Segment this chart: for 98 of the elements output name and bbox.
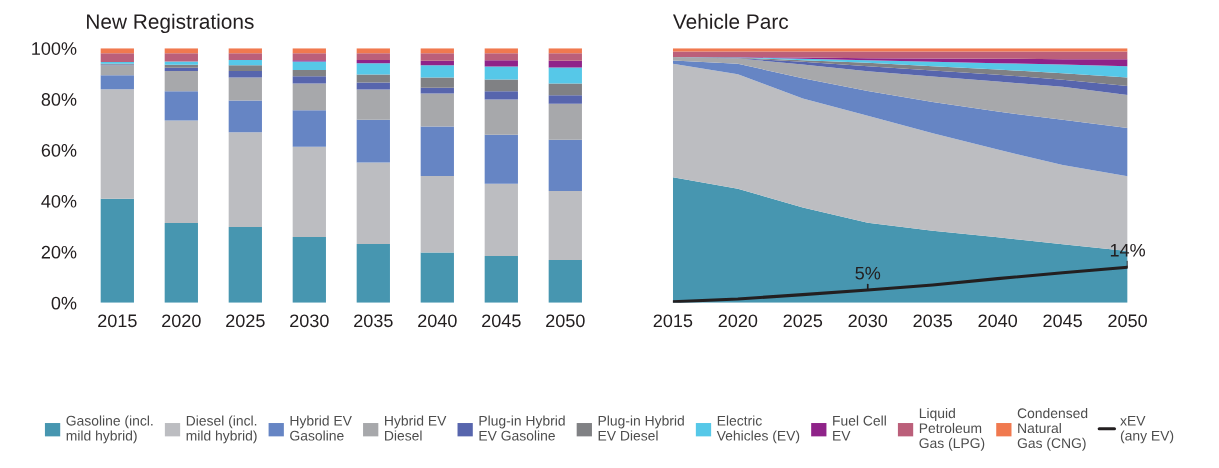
legend-label: Condensed Natural Gas (CNG) bbox=[1017, 407, 1088, 451]
legend-label: Electric Vehicles (EV) bbox=[716, 415, 800, 444]
bar bbox=[164, 67, 198, 72]
x-tick-label: 2025 bbox=[226, 314, 265, 328]
bar bbox=[420, 77, 454, 88]
bar bbox=[228, 53, 262, 60]
bar bbox=[548, 139, 582, 192]
legend-label: Gasoline (incl. mild hybrid) bbox=[66, 415, 153, 444]
bar bbox=[164, 223, 198, 303]
x-tick-label: 2020 bbox=[718, 314, 758, 328]
x-tick-label: 2025 bbox=[783, 314, 823, 328]
bar bbox=[228, 132, 262, 227]
bar bbox=[548, 60, 582, 68]
bar bbox=[100, 53, 134, 62]
y-tick-label: 0% bbox=[51, 296, 77, 310]
legend-label: Diesel (incl. mild hybrid) bbox=[186, 415, 257, 444]
bar bbox=[484, 134, 518, 184]
bar bbox=[292, 76, 326, 84]
x-tick-label: 2040 bbox=[418, 314, 457, 328]
bar bbox=[292, 53, 326, 61]
bar bbox=[100, 89, 134, 199]
legend-label: xEV (any EV) bbox=[1120, 415, 1174, 444]
chart-title: New Registrations bbox=[87, 13, 254, 34]
bar bbox=[548, 95, 582, 104]
bar bbox=[356, 162, 390, 244]
bar bbox=[356, 119, 390, 163]
x-tick-label: 2040 bbox=[978, 314, 1018, 328]
bar bbox=[292, 61, 326, 71]
bar bbox=[228, 71, 262, 78]
y-tick-label: 20% bbox=[41, 245, 77, 259]
bar bbox=[420, 252, 454, 303]
bar bbox=[292, 146, 326, 238]
bar bbox=[548, 53, 582, 61]
bar bbox=[420, 65, 454, 78]
bar bbox=[484, 183, 518, 256]
bar bbox=[484, 53, 518, 61]
bar bbox=[228, 100, 262, 133]
bar bbox=[548, 191, 582, 261]
bar bbox=[484, 91, 518, 100]
bar bbox=[548, 260, 582, 303]
y-tick-label: 60% bbox=[41, 143, 77, 157]
bar bbox=[356, 89, 390, 120]
bar bbox=[420, 53, 454, 61]
y-tick-label: 80% bbox=[41, 93, 77, 106]
bar bbox=[100, 75, 134, 90]
legend-label: Plug-in Hybrid EV Gasoline bbox=[479, 415, 565, 441]
bar bbox=[484, 66, 518, 80]
bar bbox=[420, 176, 454, 253]
bar bbox=[420, 87, 454, 94]
bar bbox=[228, 59, 262, 66]
bar bbox=[292, 83, 326, 111]
legend-label: Plug-in Hybrid EV Diesel bbox=[598, 415, 684, 441]
bar bbox=[548, 103, 582, 140]
bar bbox=[484, 99, 518, 135]
bar bbox=[420, 93, 454, 127]
legend-label: Hybrid EV Gasoline bbox=[290, 415, 352, 441]
x-tick-label: 2050 bbox=[1108, 314, 1147, 328]
bar bbox=[100, 198, 134, 303]
x-tick-label: 2030 bbox=[290, 314, 329, 328]
y-tick-label: 40% bbox=[41, 194, 77, 208]
y-tick-label: 100% bbox=[32, 42, 77, 55]
chart-title: Vehicle Parc bbox=[672, 13, 789, 29]
legend-label: Hybrid EV Diesel bbox=[385, 415, 447, 441]
legend-label: Liquid Petroleum Gas (LPG) bbox=[919, 407, 985, 451]
legend-label: Fuel Cell EV bbox=[833, 415, 886, 441]
x-tick-label: 2035 bbox=[354, 314, 393, 328]
bar bbox=[548, 67, 582, 84]
bar bbox=[164, 53, 198, 62]
x-tick-label: 2015 bbox=[98, 314, 137, 328]
bar bbox=[356, 243, 390, 303]
bar bbox=[356, 74, 390, 83]
bar bbox=[100, 65, 134, 76]
bar bbox=[356, 53, 390, 60]
bar bbox=[356, 59, 390, 64]
bar bbox=[548, 83, 582, 96]
x-tick-label: 2045 bbox=[482, 314, 521, 328]
bar bbox=[484, 255, 518, 303]
bar bbox=[292, 237, 326, 303]
x-tick-label: 2050 bbox=[546, 314, 585, 328]
x-tick-label: 2030 bbox=[848, 314, 888, 328]
bar bbox=[164, 91, 198, 121]
annotation: 14% bbox=[1110, 243, 1145, 257]
bar bbox=[292, 110, 326, 147]
bar bbox=[292, 70, 326, 77]
x-tick-label: 2015 bbox=[653, 314, 693, 328]
bar bbox=[484, 79, 518, 92]
bar bbox=[420, 126, 454, 177]
bar bbox=[356, 63, 390, 75]
bar bbox=[228, 226, 262, 303]
annotation: 5% bbox=[855, 266, 881, 280]
x-tick-label: 2035 bbox=[913, 314, 953, 328]
bar bbox=[484, 60, 518, 67]
bar bbox=[164, 71, 198, 92]
bar bbox=[228, 77, 262, 101]
bar bbox=[164, 120, 198, 224]
x-tick-label: 2045 bbox=[1043, 314, 1082, 328]
x-tick-label: 2020 bbox=[162, 314, 201, 328]
bar bbox=[228, 65, 262, 72]
